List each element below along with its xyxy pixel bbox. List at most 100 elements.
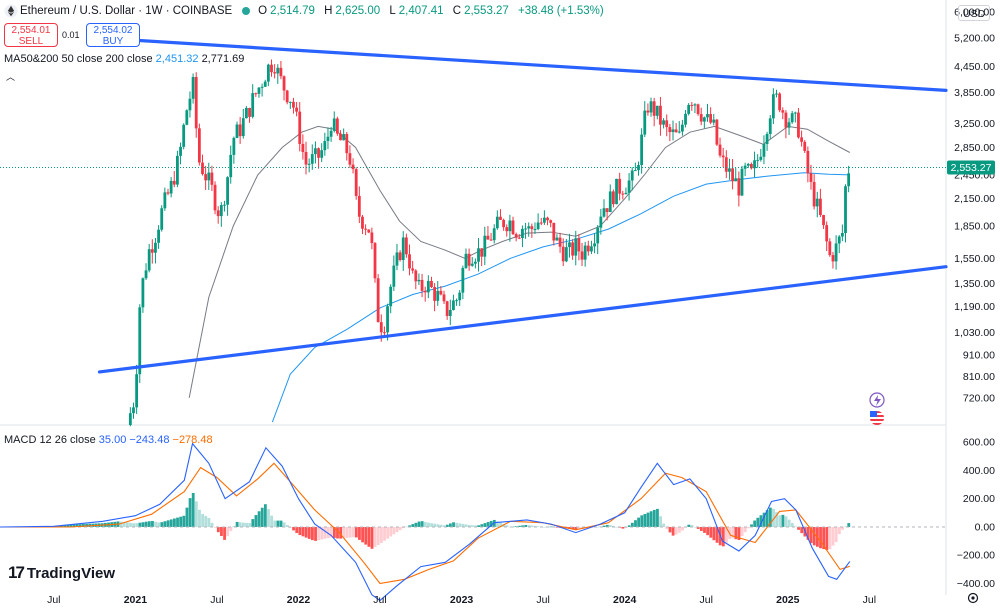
candle	[812, 174, 816, 210]
macd-hist-bar	[185, 507, 189, 527]
candle-body	[445, 301, 449, 317]
macd-hist-bar	[201, 514, 205, 527]
candle	[320, 143, 324, 163]
candle-body	[383, 332, 386, 334]
candle-body	[367, 229, 371, 233]
candle-body	[235, 124, 239, 138]
sell-button[interactable]: 2,554.01 SELL	[4, 23, 58, 47]
macd-hist-bar	[458, 523, 462, 527]
macd-hist-bar	[163, 521, 167, 527]
spark-icon[interactable]	[869, 392, 885, 408]
candle-body	[320, 150, 324, 158]
candle	[586, 240, 590, 256]
candle	[756, 154, 760, 168]
collapse-legend-icon[interactable]: ︿	[6, 72, 16, 82]
candle	[593, 233, 596, 254]
tradingview-logo[interactable]: 17 TradingView	[8, 563, 116, 582]
macd-hist-bar	[596, 526, 600, 528]
macd-hist-bar	[524, 524, 528, 527]
candle-body	[646, 110, 650, 113]
macd-hist-bar	[608, 525, 612, 527]
currency-selector[interactable]: USD	[958, 5, 990, 21]
candle	[674, 123, 678, 133]
price-tick-label: 1,350.00	[954, 278, 995, 290]
candle	[699, 107, 703, 126]
ohlc-values: O 2,514.79 H 2,625.00 L 2,407.41 C 2,553.27 …	[258, 5, 604, 17]
candle-body	[555, 237, 559, 241]
candle-body	[605, 208, 609, 213]
candle-body	[655, 105, 659, 116]
candle-body	[696, 104, 700, 115]
time-tick-label: Jul	[536, 594, 549, 606]
candle	[455, 298, 458, 306]
macd-legend[interactable]: MACD 12 26 close 35.00 −243.48 −278.48	[4, 434, 213, 446]
time-tick-label: Jul	[210, 594, 223, 606]
candle	[800, 130, 803, 147]
macd-hist-bar	[659, 516, 662, 527]
candle	[354, 167, 358, 200]
buy-button[interactable]: 2,554.02 BUY	[86, 23, 140, 47]
trendlines[interactable]	[97, 36, 948, 374]
symbol-title[interactable]: Ethereum / U.S. Dollar · 1W · COINBASE	[20, 5, 233, 17]
candle	[160, 205, 164, 232]
macd-axis[interactable]: 600.00 400.00 200.00 0.00 −200.00 −400.00	[957, 437, 995, 590]
macd-hist-bar	[646, 512, 650, 527]
candle-body	[542, 217, 546, 223]
macd-hist-bar	[615, 526, 619, 528]
candle	[684, 109, 687, 128]
macd-hist-bar	[768, 507, 772, 527]
macd-hist-bar	[841, 526, 844, 530]
candle	[640, 128, 644, 174]
macd-hist-bar	[464, 524, 468, 527]
macd-hist-bar	[470, 525, 474, 527]
candle-body	[216, 210, 220, 217]
macd-path	[0, 442, 851, 602]
macd-hist-bar	[449, 523, 452, 527]
candle-body	[621, 193, 625, 195]
candle-body	[762, 143, 766, 157]
macd-hist-bar	[681, 526, 684, 531]
candle	[458, 289, 462, 306]
macd-hist-bar	[452, 522, 455, 527]
candle-body	[740, 168, 744, 196]
macd-hist-bar	[342, 526, 346, 539]
macd-hist-bar	[787, 519, 791, 527]
candle	[144, 263, 148, 280]
candle-body	[514, 234, 518, 238]
price-axis[interactable]: 6,000.00 5,200.00 4,450.00 3,850.00 3,250.00…	[954, 7, 995, 405]
candle	[718, 137, 722, 158]
candle	[524, 222, 527, 239]
candle-body	[706, 114, 709, 118]
candle-body	[822, 215, 825, 226]
candle	[649, 97, 653, 117]
macd-hist-bar	[166, 520, 170, 527]
candle	[326, 127, 330, 150]
candle	[746, 162, 750, 169]
time-tick-label: 2022	[287, 594, 311, 606]
candle-body	[486, 235, 490, 240]
macd-hist-bar	[652, 509, 656, 527]
candle	[778, 92, 782, 113]
candle	[793, 111, 797, 123]
macd-hist-bar	[662, 523, 666, 527]
candle	[652, 97, 656, 127]
close-value: 2,553.27	[464, 5, 509, 17]
candle	[517, 234, 521, 240]
settings-gear-icon[interactable]	[967, 592, 979, 604]
candle	[768, 115, 772, 139]
time-axis[interactable]: Jul 2021 Jul 2022 Jul 2023 Jul 2024 Jul 2025 Jul	[47, 594, 876, 606]
us-flag-icon[interactable]	[870, 411, 884, 425]
macd-hist-bar	[392, 526, 396, 535]
candle	[310, 144, 314, 170]
macd-hist-bar	[320, 526, 324, 540]
candle	[536, 213, 540, 231]
ma-legend[interactable]: MA50&200 50 close 200 close 2,451.32 2,7…	[4, 53, 245, 65]
macd-hist-bar	[574, 526, 578, 530]
candle-body	[571, 242, 575, 256]
price-tick-label: 910.00	[963, 350, 995, 362]
candle	[618, 172, 622, 201]
candle-body	[314, 148, 317, 155]
candle	[185, 109, 189, 126]
candle	[304, 141, 308, 175]
